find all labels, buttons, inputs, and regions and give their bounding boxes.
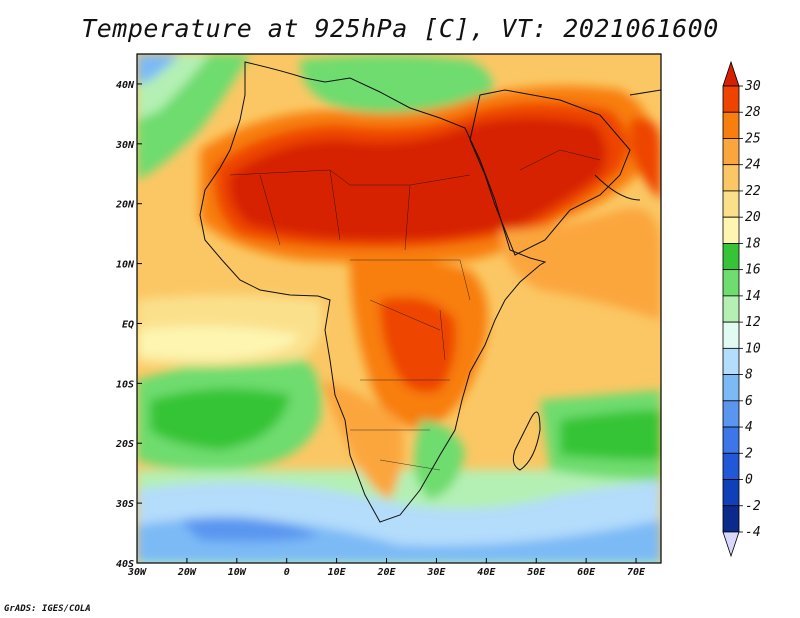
colorbar-swatch	[722, 400, 740, 428]
lat-tick-label: 20S	[115, 439, 134, 450]
colorbar-swatch	[722, 138, 740, 166]
colorbar-tick-label: 14	[745, 289, 761, 304]
colorbar-swatch	[722, 505, 740, 533]
colorbar-tick-label: 30	[744, 79, 761, 94]
lon-tick-label: 30E	[426, 567, 446, 578]
colorbar-swatch	[722, 85, 740, 113]
colorbar-tick-label: 0	[745, 473, 753, 488]
colorbar-tick-label: 2	[745, 446, 753, 461]
colorbar-swatch	[722, 479, 740, 507]
country-borders	[229, 149, 601, 471]
colorbar-tick-label: 10	[745, 341, 761, 356]
temperature-field	[137, 54, 661, 563]
colorbar-tick-label: 28	[745, 105, 761, 120]
lon-tick-label: 70E	[627, 567, 646, 578]
lon-tick-label: 20W	[177, 567, 197, 578]
latitude-axis: 40N 30N 20N 10N EQ 10S 20S 30S 40S	[115, 80, 142, 570]
colorbar-tick-label: 6	[745, 394, 753, 409]
colorbar-tick-label: 16	[745, 263, 761, 278]
colorbar-bottom-arrow	[722, 531, 740, 558]
colorbar-tick-label: 18	[745, 236, 761, 251]
credit-label: GrADS: IGES/COLA	[4, 604, 91, 614]
lon-tick-label: 60E	[577, 567, 596, 578]
colorbar-tick-label: -4	[745, 525, 761, 540]
colorbar-swatch	[722, 269, 740, 297]
map-frame	[136, 53, 662, 564]
lon-tick-label: 10W	[228, 567, 247, 578]
colorbar-swatch	[722, 347, 740, 375]
lon-tick-label: 40E	[477, 567, 496, 578]
lon-tick-label: 30W	[127, 567, 147, 578]
colorbar-top-arrow	[722, 60, 740, 87]
colorbar-swatch	[722, 216, 740, 244]
coastlines	[199, 61, 661, 523]
colorbar-swatch	[722, 374, 740, 402]
colorbar-tick-label: 8	[745, 368, 753, 383]
lat-tick-label: 10N	[116, 260, 135, 271]
colorbar-swatch	[722, 426, 740, 454]
lon-tick-label: 10E	[328, 567, 347, 578]
lat-tick-label: 30N	[115, 140, 135, 151]
colorbar-tick-label: 12	[745, 315, 761, 330]
map-title: Temperature at 925hPa [C], VT: 202106160…	[81, 14, 719, 43]
lat-tick-label: EQ	[122, 319, 134, 330]
lon-tick-label: 20E	[376, 567, 396, 578]
lat-tick-label: 40S	[116, 559, 134, 570]
lat-tick-label: 10S	[116, 379, 134, 390]
lon-tick-label: 0	[284, 567, 290, 578]
lat-tick-label: 40N	[116, 80, 135, 91]
colorbar-swatch	[722, 243, 740, 271]
colorbar-swatch	[722, 164, 740, 192]
longitude-axis: 30W 20W 10W 0 10E 20E 30E 40E 50E 60E 70E	[127, 558, 646, 578]
colorbar-tick-label: 22	[745, 184, 761, 199]
colorbar-swatch	[722, 452, 740, 480]
colorbar-swatch	[722, 295, 740, 323]
colorbar-swatch	[722, 111, 740, 139]
lon-tick-label: 50E	[527, 567, 546, 578]
colorbar-tick-label: 4	[745, 420, 753, 435]
colorbar-tick-label: 25	[745, 131, 761, 146]
lat-tick-label: 20N	[115, 200, 135, 211]
lat-tick-label: 30S	[115, 499, 134, 510]
colorbar-swatch	[722, 190, 740, 218]
colorbar-tick-label: -2	[745, 499, 761, 514]
colorbar-tick-label: 24	[745, 158, 761, 173]
colorbar-swatch	[722, 321, 740, 349]
colorbar-tick-label: 20	[745, 210, 761, 225]
